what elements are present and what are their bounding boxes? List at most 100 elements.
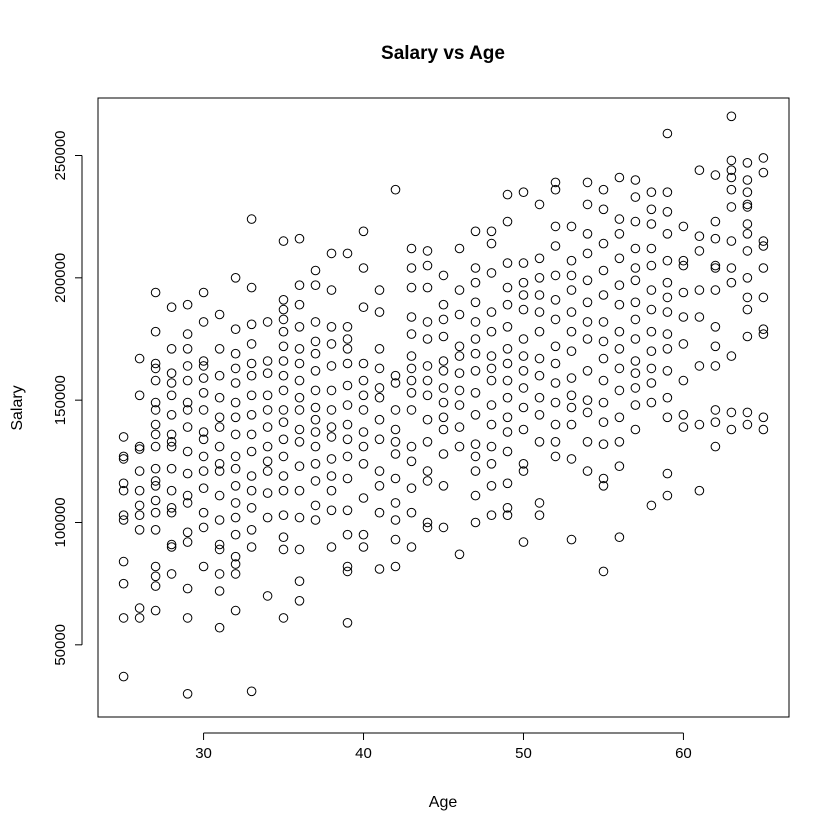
data-point xyxy=(230,512,241,523)
data-point xyxy=(614,299,625,310)
data-point xyxy=(742,331,753,342)
data-point xyxy=(646,346,657,357)
data-point xyxy=(630,314,641,325)
data-point xyxy=(390,184,401,195)
data-point xyxy=(534,307,545,317)
data-point xyxy=(278,295,289,305)
data-point xyxy=(614,280,625,291)
data-point xyxy=(150,326,161,337)
data-point xyxy=(582,275,593,286)
data-point xyxy=(294,358,305,369)
data-point xyxy=(582,407,593,418)
data-point xyxy=(646,204,657,215)
data-point xyxy=(182,361,193,371)
data-point xyxy=(502,189,513,200)
data-point xyxy=(438,270,449,281)
data-point xyxy=(278,236,289,246)
data-point xyxy=(198,388,209,398)
data-point xyxy=(230,273,241,283)
data-point xyxy=(678,260,689,271)
data-point xyxy=(294,280,305,291)
data-point xyxy=(534,326,545,337)
data-point xyxy=(646,243,657,254)
data-point xyxy=(214,370,225,381)
data-point xyxy=(230,551,241,562)
data-point xyxy=(438,383,449,393)
data-point xyxy=(598,238,609,249)
data-point xyxy=(422,390,433,401)
data-point xyxy=(406,441,417,452)
data-point xyxy=(294,461,305,472)
data-point xyxy=(262,441,273,452)
data-point xyxy=(470,410,481,420)
x-axis-title: Age xyxy=(429,794,458,811)
data-point xyxy=(374,434,385,445)
data-point xyxy=(598,317,609,327)
data-point xyxy=(182,329,193,339)
data-point xyxy=(422,282,433,293)
data-point xyxy=(150,605,161,616)
data-point xyxy=(598,336,609,347)
data-point xyxy=(326,339,337,349)
data-point xyxy=(486,226,497,237)
data-point xyxy=(614,229,625,239)
data-point xyxy=(758,263,769,273)
data-point xyxy=(390,424,401,435)
data-point xyxy=(470,439,481,450)
data-point xyxy=(534,273,545,283)
data-point xyxy=(198,373,209,383)
data-point xyxy=(662,277,673,288)
data-point xyxy=(502,299,513,310)
data-point xyxy=(470,466,481,476)
data-point xyxy=(502,358,513,369)
data-point xyxy=(150,525,161,535)
data-point xyxy=(358,427,369,437)
data-point xyxy=(470,451,481,462)
data-point xyxy=(630,356,641,366)
data-point xyxy=(182,527,193,538)
data-point xyxy=(630,263,641,273)
data-point xyxy=(486,459,497,469)
data-point xyxy=(502,216,513,227)
data-point xyxy=(198,361,209,371)
data-point xyxy=(566,534,577,545)
data-point xyxy=(438,366,449,376)
data-point xyxy=(342,344,353,354)
data-point xyxy=(182,490,193,501)
data-point xyxy=(262,317,273,327)
data-point xyxy=(534,290,545,300)
data-point xyxy=(118,485,129,496)
data-point xyxy=(726,407,737,418)
data-point xyxy=(598,265,609,276)
data-point xyxy=(294,322,305,332)
data-point xyxy=(166,539,177,550)
data-point xyxy=(406,351,417,361)
data-point xyxy=(438,356,449,366)
data-point xyxy=(278,314,289,325)
data-point xyxy=(310,265,321,276)
data-point xyxy=(550,314,561,325)
data-point xyxy=(230,378,241,388)
data-point xyxy=(438,331,449,342)
data-point xyxy=(342,419,353,430)
data-point xyxy=(166,441,177,452)
data-point xyxy=(582,366,593,376)
data-point xyxy=(566,307,577,317)
data-point xyxy=(518,459,529,469)
data-point xyxy=(662,229,673,239)
data-point xyxy=(342,618,353,628)
data-point xyxy=(742,292,753,303)
data-point xyxy=(406,375,417,386)
data-point xyxy=(438,449,449,459)
data-point xyxy=(358,226,369,237)
data-point xyxy=(230,498,241,508)
data-point xyxy=(246,358,257,369)
data-point xyxy=(406,329,417,339)
data-point xyxy=(230,397,241,408)
data-point xyxy=(182,405,193,415)
data-point xyxy=(182,583,193,594)
data-point xyxy=(262,456,273,467)
data-point xyxy=(134,613,145,623)
data-point xyxy=(726,172,737,183)
